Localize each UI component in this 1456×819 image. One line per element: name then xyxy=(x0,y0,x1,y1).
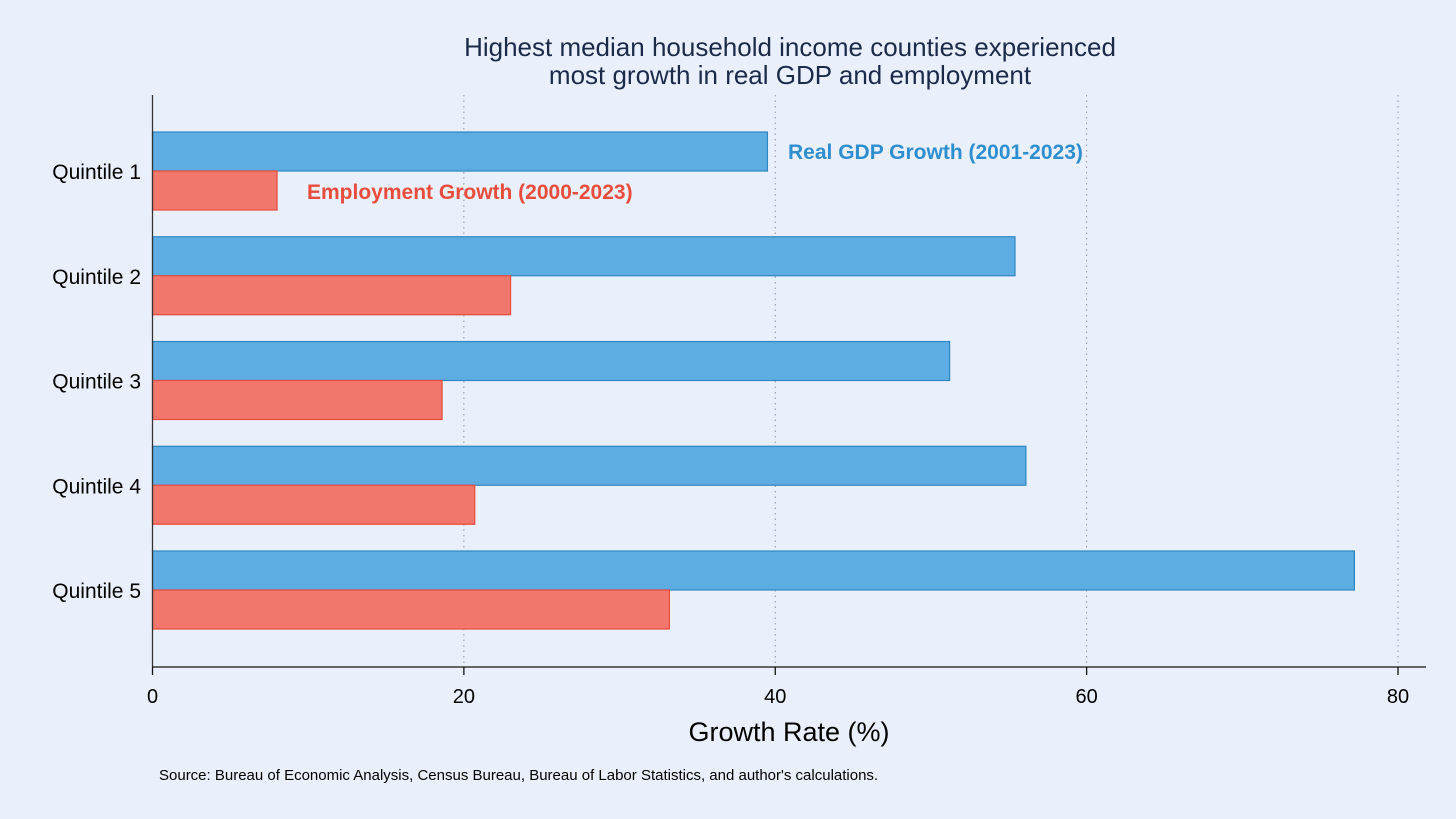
category-label-quintile-1: Quintile 1 xyxy=(52,161,141,184)
series-label-employment-growth: Employment Growth (2000-2023) xyxy=(307,181,633,204)
bar-employment-growth-2000-2023-quintile-4 xyxy=(151,484,476,525)
bar-real-gdp-growth-2001-2023-quintile-5 xyxy=(151,550,1356,591)
bars xyxy=(151,131,1356,630)
bar-real-gdp-growth-2001-2023-quintile-1 xyxy=(151,131,769,172)
x-tick-label-60: 60 xyxy=(1076,686,1098,708)
series-label-real-gdp-growth: Real GDP Growth (2001-2023) xyxy=(788,141,1083,164)
source-note: Source: Bureau of Economic Analysis, Cen… xyxy=(159,767,878,784)
bar-employment-growth-2000-2023-quintile-1 xyxy=(151,170,278,211)
bar-employment-growth-2000-2023-quintile-5 xyxy=(151,589,670,630)
bar-real-gdp-growth-2001-2023-quintile-3 xyxy=(151,340,951,382)
chart-title-line-1: Highest median household income counties… xyxy=(464,32,1116,62)
bar-real-gdp-growth-2001-2023-quintile-2 xyxy=(151,236,1016,277)
category-label-quintile-5: Quintile 5 xyxy=(52,580,141,603)
x-tick-label-0: 0 xyxy=(147,686,158,708)
x-tick-label-80: 80 xyxy=(1387,686,1409,708)
x-tick-label-20: 20 xyxy=(453,686,475,708)
category-labels: Quintile 1 Quintile 2 Quintile 3 Quintile 4… xyxy=(52,161,141,603)
chart-title-line-2: most growth in real GDP and employment xyxy=(549,60,1032,90)
bar-employment-growth-2000-2023-quintile-3 xyxy=(151,379,443,421)
x-ticks: 0 20 40 60 80 xyxy=(147,667,1409,708)
bar-real-gdp-growth-2001-2023-quintile-4 xyxy=(151,445,1027,486)
category-label-quintile-4: Quintile 4 xyxy=(52,475,141,498)
x-axis-title: Growth Rate (%) xyxy=(688,717,889,747)
category-label-quintile-3: Quintile 3 xyxy=(52,371,141,394)
category-label-quintile-2: Quintile 2 xyxy=(52,266,141,289)
bar-employment-growth-2000-2023-quintile-2 xyxy=(151,275,512,316)
x-tick-label-40: 40 xyxy=(764,686,786,708)
